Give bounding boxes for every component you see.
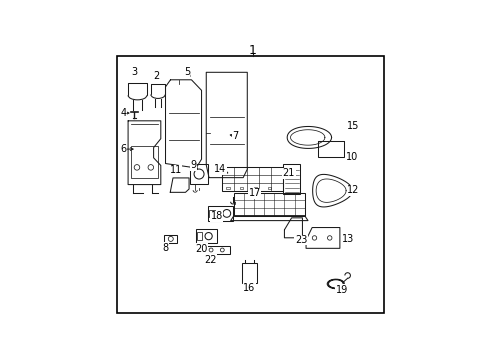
Text: 15: 15 — [346, 121, 359, 131]
Bar — [240, 187, 243, 189]
Text: 8: 8 — [162, 243, 168, 253]
Bar — [267, 187, 270, 189]
Bar — [197, 232, 202, 240]
Bar — [317, 141, 344, 157]
Text: 6: 6 — [120, 144, 126, 154]
Text: 12: 12 — [346, 185, 359, 195]
Text: 11: 11 — [169, 165, 182, 175]
Text: 18: 18 — [210, 211, 223, 221]
Text: 19: 19 — [335, 285, 347, 295]
Text: 21: 21 — [282, 168, 294, 179]
Text: 14: 14 — [214, 164, 226, 174]
Text: 23: 23 — [294, 235, 306, 245]
Bar — [205, 246, 230, 255]
Bar — [253, 187, 257, 189]
Bar — [195, 229, 216, 243]
Bar — [222, 167, 282, 191]
Bar — [207, 206, 233, 221]
Text: 16: 16 — [243, 283, 255, 293]
Text: 5: 5 — [183, 67, 190, 77]
Text: 10: 10 — [345, 152, 357, 162]
Bar — [242, 263, 256, 283]
Text: 7: 7 — [232, 131, 238, 141]
Text: 22: 22 — [204, 255, 216, 265]
Bar — [233, 193, 304, 216]
Text: 20: 20 — [195, 244, 207, 254]
Text: 2: 2 — [153, 71, 159, 81]
Bar — [189, 164, 208, 184]
Text: 1: 1 — [248, 45, 256, 58]
Text: 3: 3 — [131, 67, 138, 77]
Bar — [164, 235, 177, 243]
Text: 4: 4 — [121, 108, 126, 118]
Bar — [283, 164, 299, 194]
Text: 13: 13 — [342, 234, 354, 244]
Bar — [226, 187, 229, 189]
Bar — [131, 146, 158, 177]
Text: 9: 9 — [190, 160, 197, 170]
Text: 17: 17 — [248, 188, 261, 198]
Bar — [209, 210, 214, 217]
